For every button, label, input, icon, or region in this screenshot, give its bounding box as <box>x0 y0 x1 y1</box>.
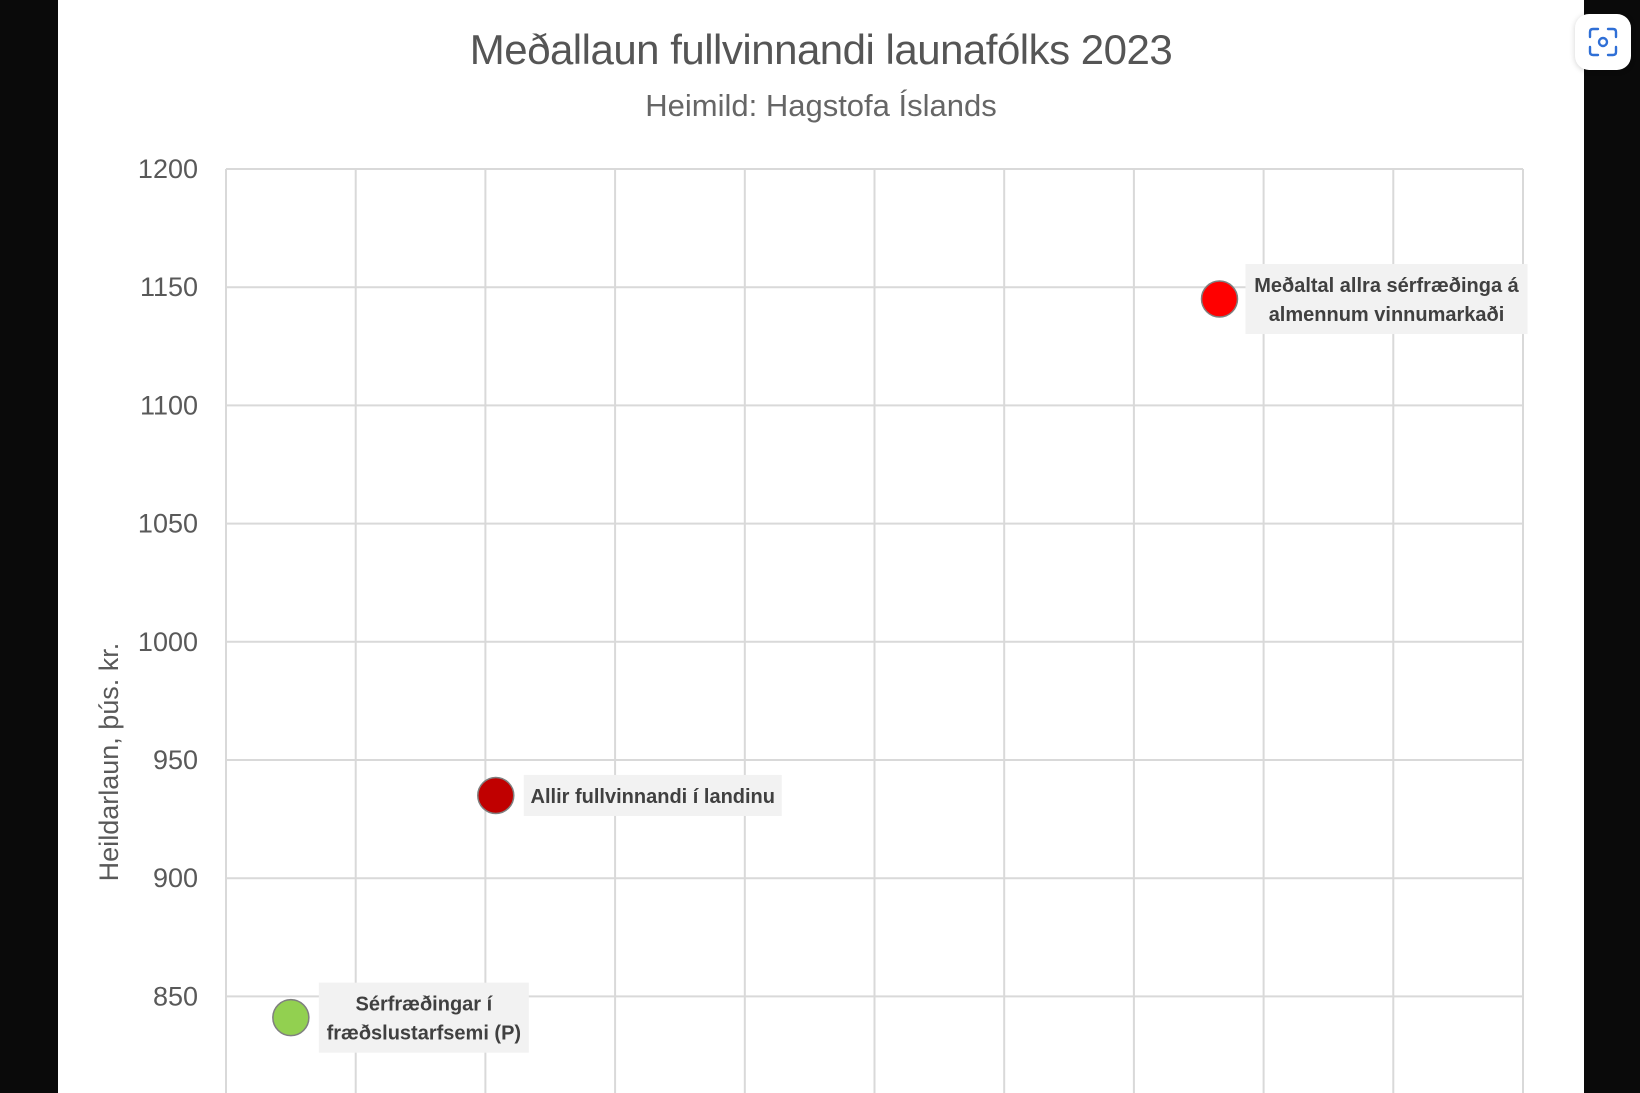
data-label-box <box>523 774 782 816</box>
focus-scan-icon <box>1588 27 1618 57</box>
y-tick-label: 1050 <box>138 509 198 539</box>
focus-view-button[interactable] <box>1575 14 1631 70</box>
y-tick-label: 1000 <box>138 627 198 657</box>
chart-panel: Meðallaun fullvinnandi launafólks 2023 H… <box>58 0 1631 1093</box>
chart-title: Meðallaun fullvinnandi launafólks 2023 <box>469 26 1173 73</box>
data-label-box <box>1245 264 1528 335</box>
data-label: Allir fullvinnandi í landinu <box>531 786 775 808</box>
y-tick-label: 1100 <box>140 390 198 420</box>
data-label-box <box>318 982 529 1053</box>
chart-subtitle: Heimild: Hagstofa Íslands <box>645 88 997 123</box>
y-tick-label: 900 <box>153 863 198 893</box>
data-point <box>1200 280 1239 318</box>
data-label: Meðaltal allra sérfræðinga á <box>1254 275 1519 297</box>
y-tick-label: 850 <box>153 981 198 1011</box>
y-tick-label: 1200 <box>138 154 198 184</box>
data-label: fræðslustarfsemi (P) <box>327 1023 522 1045</box>
y-axis-label: Heildarlaun, þús. kr. <box>94 643 124 882</box>
y-tick-label: 1150 <box>140 272 198 302</box>
data-point <box>272 998 310 1037</box>
data-label: Sérfræðingar í <box>355 994 493 1016</box>
data-point <box>477 776 515 815</box>
y-tick-label: 950 <box>153 745 198 775</box>
data-label: almennum vinnumarkaði <box>1269 304 1505 326</box>
